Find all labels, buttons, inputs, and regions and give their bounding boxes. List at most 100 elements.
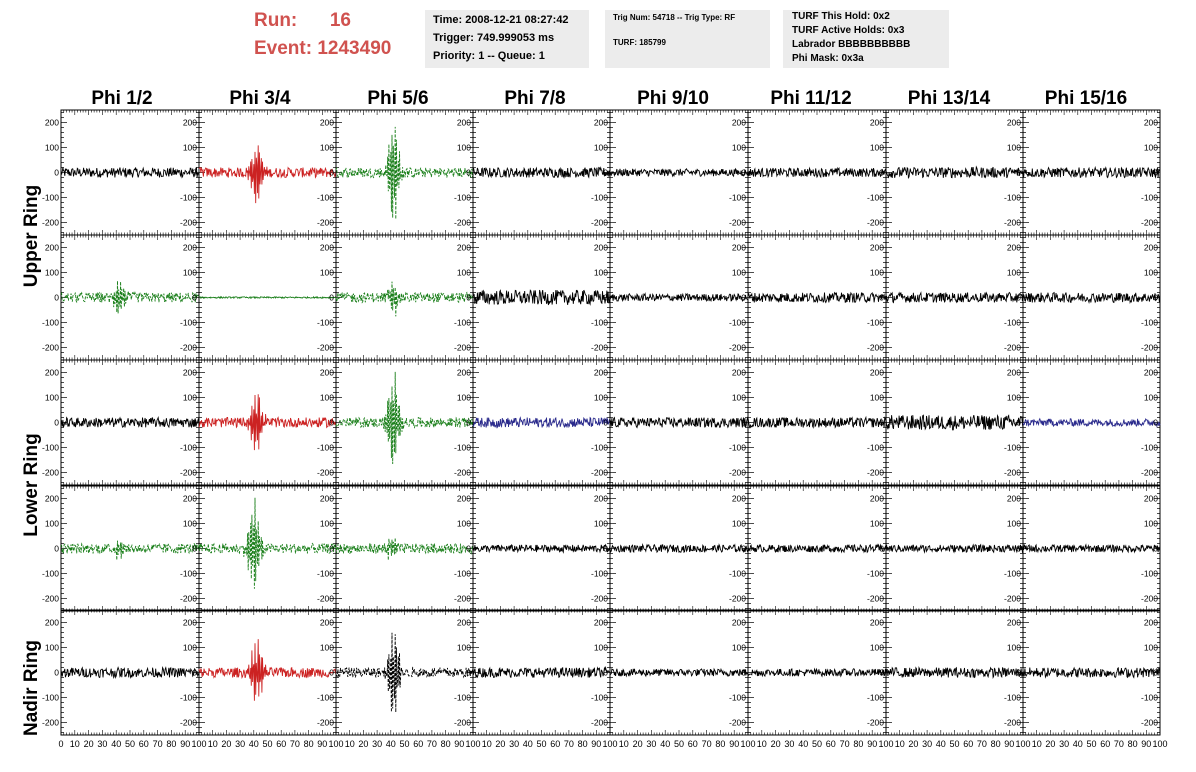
y-tick-label: -200 bbox=[317, 218, 334, 228]
y-tick-label: -100 bbox=[42, 443, 59, 453]
y-tick-label: -100 bbox=[1004, 193, 1021, 203]
y-tick-label: 200 bbox=[45, 118, 59, 128]
waveform-r2-c1 bbox=[198, 394, 337, 451]
y-tick-label: -200 bbox=[1141, 343, 1158, 353]
waveform-r2-c7 bbox=[1022, 417, 1161, 428]
y-tick-label: 200 bbox=[870, 368, 884, 378]
y-tick-label: 0 bbox=[329, 544, 334, 554]
column-header-phi-13-14: Phi 13/14 bbox=[907, 88, 991, 109]
y-tick-label: -100 bbox=[317, 193, 334, 203]
y-tick-label: 100 bbox=[183, 519, 197, 529]
y-tick-label: -200 bbox=[591, 218, 608, 228]
y-tick-label: -100 bbox=[591, 443, 608, 453]
y-tick-label: 200 bbox=[732, 118, 746, 128]
y-tick-label: 200 bbox=[594, 494, 608, 504]
y-tick-label: 100 bbox=[1144, 143, 1158, 153]
y-tick-label: -100 bbox=[1004, 318, 1021, 328]
turf-active-text: TURF Active Holds: 0x3 bbox=[792, 25, 905, 36]
y-tick-label: 200 bbox=[1007, 118, 1021, 128]
y-tick-label: -100 bbox=[42, 193, 59, 203]
waveform-r3-c0 bbox=[60, 540, 200, 561]
y-tick-label: 100 bbox=[457, 519, 471, 529]
y-tick-label: 100 bbox=[732, 268, 746, 278]
event-value: 1243490 bbox=[317, 38, 392, 59]
waveform-r1-c6 bbox=[885, 291, 1024, 304]
waveform-r2-c0 bbox=[60, 415, 200, 429]
y-tick-label: 200 bbox=[732, 243, 746, 253]
column-header-phi-9-10: Phi 9/10 bbox=[637, 88, 709, 109]
y-tick-label: 0 bbox=[329, 168, 334, 178]
y-tick-label: 0 bbox=[192, 418, 197, 428]
y-tick-label: -200 bbox=[591, 468, 608, 478]
y-tick-label: -200 bbox=[180, 594, 197, 604]
y-tick-label: 100 bbox=[183, 143, 197, 153]
y-tick-label: 0 bbox=[54, 418, 59, 428]
y-tick-label: 0 bbox=[1153, 418, 1158, 428]
y-tick-label: 0 bbox=[1153, 168, 1158, 178]
y-tick-label: 0 bbox=[603, 544, 608, 554]
y-tick-label: -200 bbox=[867, 594, 884, 604]
y-tick-label: 100 bbox=[732, 393, 746, 403]
y-tick-label: 100 bbox=[1007, 268, 1021, 278]
y-tick-label: 200 bbox=[320, 243, 334, 253]
y-tick-label: 100 bbox=[732, 143, 746, 153]
y-tick-label: -200 bbox=[454, 594, 471, 604]
y-tick-label: 0 bbox=[54, 293, 59, 303]
y-tick-label: -100 bbox=[317, 569, 334, 579]
y-tick-label: 100 bbox=[594, 393, 608, 403]
y-tick-label: 100 bbox=[45, 393, 59, 403]
y-tick-label: 200 bbox=[183, 494, 197, 504]
y-tick-label: 200 bbox=[320, 118, 334, 128]
waveform-r0-c6 bbox=[885, 165, 1024, 180]
y-tick-label: -100 bbox=[867, 193, 884, 203]
y-tick-label: -200 bbox=[180, 468, 197, 478]
y-tick-label: 100 bbox=[1007, 143, 1021, 153]
y-tick-label: -200 bbox=[591, 343, 608, 353]
y-tick-label: -200 bbox=[317, 468, 334, 478]
y-tick-label: -200 bbox=[317, 594, 334, 604]
y-tick-label: 200 bbox=[183, 118, 197, 128]
y-tick-label: -200 bbox=[1141, 468, 1158, 478]
trigger-info-box: Trig Num: 54718 -- Trig Type: RF TURF: 1… bbox=[605, 10, 770, 68]
y-tick-label: -100 bbox=[1141, 443, 1158, 453]
y-tick-label: 200 bbox=[320, 368, 334, 378]
waveform-r0-c0 bbox=[60, 166, 200, 179]
run-display: Run: 16 bbox=[254, 10, 351, 32]
y-tick-label: 0 bbox=[329, 293, 334, 303]
y-tick-label: 0 bbox=[1016, 168, 1021, 178]
waveform-r1-c3 bbox=[472, 289, 611, 306]
y-tick-label: 0 bbox=[54, 544, 59, 554]
y-tick-label: -100 bbox=[1141, 193, 1158, 203]
y-tick-label: 200 bbox=[457, 494, 471, 504]
y-tick-label: -100 bbox=[867, 569, 884, 579]
waveform-r3-c1 bbox=[198, 497, 337, 589]
y-tick-label: 0 bbox=[741, 544, 746, 554]
y-tick-label: 100 bbox=[732, 519, 746, 529]
y-tick-label: 200 bbox=[457, 368, 471, 378]
y-tick-label: 200 bbox=[45, 494, 59, 504]
priority-text: Priority: 1 -- Queue: 1 bbox=[433, 50, 545, 62]
y-tick-label: 200 bbox=[1144, 368, 1158, 378]
y-tick-label: 0 bbox=[1016, 418, 1021, 428]
y-tick-label: -100 bbox=[729, 443, 746, 453]
y-tick-label: 100 bbox=[183, 393, 197, 403]
y-tick-label: 100 bbox=[320, 519, 334, 529]
y-tick-label: 0 bbox=[329, 418, 334, 428]
y-tick-label: 100 bbox=[457, 393, 471, 403]
y-tick-label: 0 bbox=[466, 418, 471, 428]
y-tick-label: 200 bbox=[1144, 118, 1158, 128]
y-tick-label: -200 bbox=[454, 218, 471, 228]
y-tick-label: 100 bbox=[183, 268, 197, 278]
y-tick-label: -100 bbox=[180, 193, 197, 203]
y-tick-label: -200 bbox=[1004, 218, 1021, 228]
y-tick-label: 200 bbox=[320, 494, 334, 504]
y-tick-label: -200 bbox=[42, 218, 59, 228]
time-text: Time: 2008-12-21 08:27:42 bbox=[433, 14, 569, 26]
waveform-r3-c4 bbox=[609, 543, 749, 554]
column-header-phi-1-2: Phi 1/2 bbox=[91, 88, 153, 109]
y-tick-label: 100 bbox=[320, 143, 334, 153]
y-tick-label: -100 bbox=[867, 318, 884, 328]
y-tick-label: 0 bbox=[879, 168, 884, 178]
labrador-text: Labrador BBBBBBBBBB bbox=[792, 39, 911, 50]
